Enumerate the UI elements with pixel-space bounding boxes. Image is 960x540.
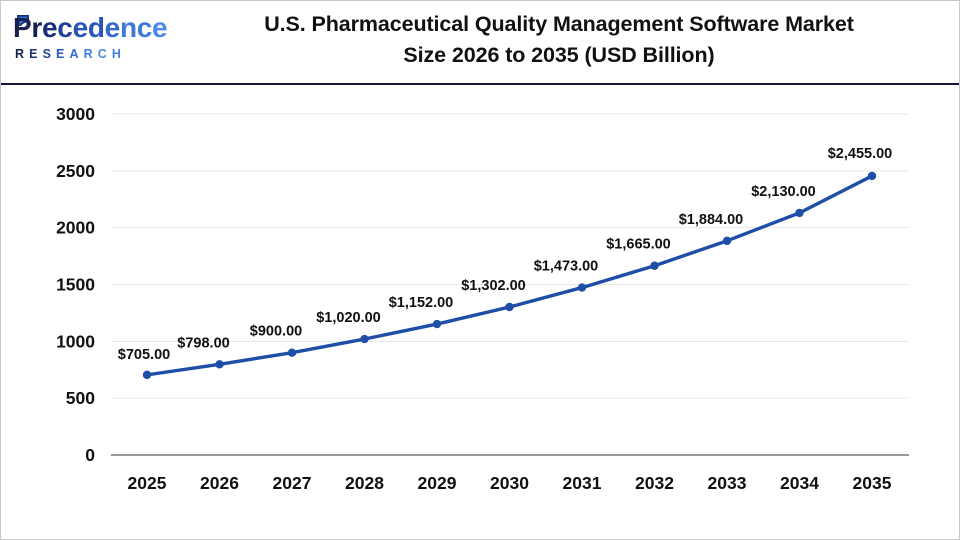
x-axis-tick-label: 2032 — [635, 473, 674, 493]
y-axis-tick-labels: 0 500 1000 1500 2000 2500 3000 — [56, 104, 95, 465]
data-point-label: $1,884.00 — [679, 212, 744, 228]
data-point-marker — [650, 261, 659, 270]
data-point-marker — [432, 319, 442, 329]
x-axis-tick-label: 2035 — [853, 473, 892, 493]
y-axis-tick-label: 1000 — [56, 331, 95, 351]
page-title-line-2: Size 2026 to 2035 (USD Billion) — [403, 43, 715, 67]
data-point-marker — [795, 208, 804, 218]
page-title: U.S. Pharmaceutical Quality Management S… — [179, 9, 939, 71]
data-point-label: $1,020.00 — [316, 310, 381, 326]
x-axis-tick-label: 2030 — [490, 473, 529, 493]
logo-wordmark: Precedence — [13, 12, 168, 43]
x-axis-tick-label: 2028 — [345, 473, 384, 493]
data-point-label: $705.00 — [118, 347, 170, 363]
data-point-label: $798.00 — [177, 335, 229, 351]
y-axis-tick-label: 0 — [85, 445, 95, 465]
header-divider — [1, 83, 959, 85]
precedence-research-logo: Precedence RESEARCH — [13, 11, 168, 66]
chart-plot-area: 0 500 1000 1500 2000 2500 3000 2025 2026 2027 202… — [1, 84, 959, 539]
series-markers — [142, 171, 877, 380]
chart-header: Precedence RESEARCH U.S. Pharmaceutical … — [1, 1, 959, 85]
y-axis-tick-label: 1500 — [56, 275, 95, 295]
x-axis-tick-label: 2029 — [418, 473, 457, 493]
data-point-label: $1,473.00 — [534, 259, 599, 275]
data-point-marker — [577, 283, 587, 292]
precedence-leaf-mark — [17, 15, 29, 26]
data-point-label: $900.00 — [250, 324, 302, 340]
data-point-marker — [722, 236, 732, 246]
data-point-label: $2,130.00 — [751, 184, 816, 200]
y-axis-tick-label: 2000 — [56, 218, 95, 238]
x-axis-tick-label: 2031 — [563, 473, 602, 493]
logo-subtitle: RESEARCH — [15, 47, 127, 61]
data-point-label: $1,302.00 — [461, 278, 526, 294]
y-axis-tick-label: 500 — [66, 388, 95, 408]
data-point-marker — [142, 370, 152, 380]
y-axis-tick-label: 3000 — [56, 104, 95, 124]
data-point-marker — [505, 302, 514, 312]
x-axis-tick-label: 2033 — [708, 473, 747, 493]
data-point-label: $1,152.00 — [389, 295, 454, 311]
data-point-labels: $705.00 $798.00 $900.00 $1,020.00 $1,152.00 $… — [118, 146, 892, 363]
gridlines — [111, 113, 909, 456]
data-point-marker — [215, 360, 224, 369]
x-axis-tick-label: 2026 — [200, 473, 239, 493]
data-point-label: $1,665.00 — [606, 237, 671, 253]
data-point-marker — [867, 171, 877, 181]
x-axis-tick-labels: 2025 2026 2027 2028 2029 2030 2031 2032 2033 2034… — [128, 473, 892, 493]
page-title-line-1: U.S. Pharmaceutical Quality Management S… — [264, 12, 854, 36]
data-point-marker — [287, 348, 297, 357]
x-axis-tick-label: 2025 — [128, 473, 167, 493]
series-line — [145, 174, 874, 377]
y-axis-tick-label: 2500 — [56, 161, 95, 181]
x-axis-tick-label: 2034 — [780, 473, 819, 493]
data-point-marker — [360, 334, 369, 344]
data-point-label: $2,455.00 — [828, 146, 893, 162]
x-axis-tick-label: 2027 — [273, 473, 312, 493]
